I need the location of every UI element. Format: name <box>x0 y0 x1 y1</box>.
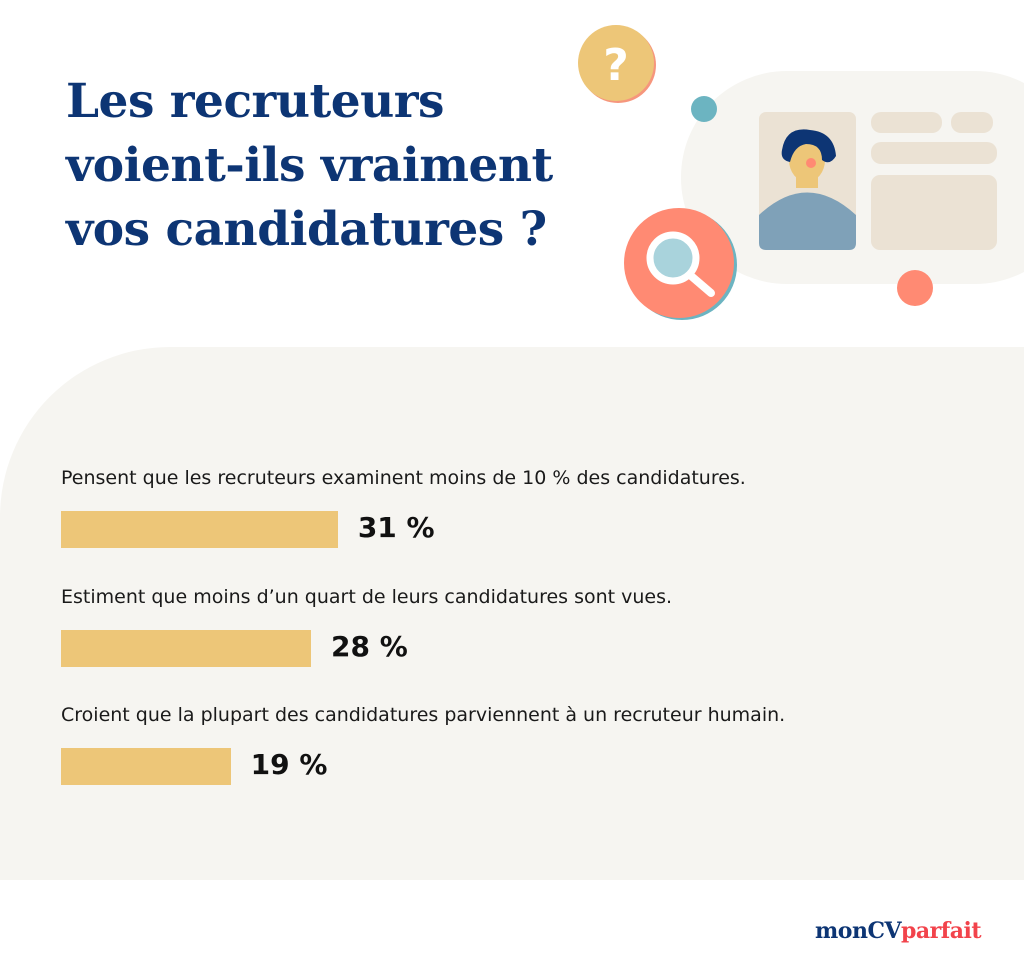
bar-label: Pensent que les recruteurs examinent moi… <box>61 467 746 489</box>
bar-value-label: 19 % <box>250 748 328 781</box>
question-mark-icon: ? <box>578 25 656 103</box>
title-line: vos candidatures ? <box>66 202 547 257</box>
bar-value-label: 31 % <box>357 511 435 544</box>
profile-card-illustration: ? <box>578 25 1024 320</box>
bar <box>61 511 338 548</box>
bar <box>61 748 231 785</box>
bar <box>61 630 312 667</box>
page-title: Les recruteurs voient-ils vraiment vos c… <box>66 70 553 262</box>
title-line: voient-ils vraiment <box>66 138 553 193</box>
bar-value-label: 28 % <box>331 630 408 663</box>
bar-label: Estiment que moins d’un quart de leurs c… <box>61 586 673 608</box>
chart-panel <box>0 347 1024 880</box>
svg-text:?: ? <box>603 40 629 91</box>
magnifier-icon <box>624 208 737 320</box>
logo: monCVparfait <box>815 918 981 944</box>
bar-label: Croient que la plupart des candidatures … <box>61 704 786 726</box>
title-line: Les recruteurs <box>66 74 444 129</box>
